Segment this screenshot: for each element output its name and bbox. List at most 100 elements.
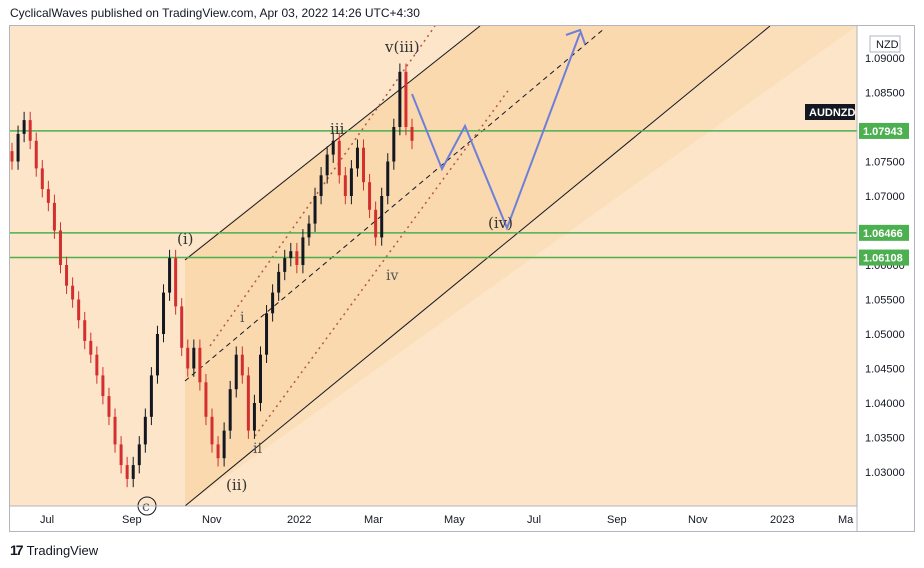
wave-label-iii: iii	[330, 120, 345, 138]
candle-body	[289, 251, 293, 259]
candle-body	[89, 340, 93, 355]
candle-body	[198, 347, 202, 383]
candle-body	[46, 189, 50, 203]
price-tick-label: 1.07500	[865, 157, 905, 169]
candle-body	[277, 271, 281, 293]
wave-label-i: i	[240, 310, 245, 326]
candle-body	[168, 258, 172, 293]
candle-body	[337, 140, 341, 176]
candle-body	[271, 292, 275, 314]
candle-body	[410, 127, 414, 141]
price-tick-label: 1.03000	[865, 467, 905, 479]
candle-body	[325, 154, 329, 176]
candle-body	[101, 375, 105, 397]
time-tick-label: Ma	[838, 514, 854, 526]
wave-label-ii: ii	[253, 441, 262, 457]
candle-body	[258, 354, 262, 403]
time-tick-label: 2023	[770, 514, 794, 526]
candle-body	[155, 334, 159, 376]
wave-label-i-paren: (i)	[177, 230, 194, 248]
candle-body	[83, 320, 87, 341]
candle-body	[52, 202, 56, 231]
channel-lower-line[interactable]	[184, 26, 771, 507]
candle-body	[143, 416, 147, 445]
candle-body	[162, 292, 166, 334]
candle-body	[119, 444, 123, 466]
time-tick-label: May	[444, 514, 465, 526]
price-tick-label: 1.08500	[865, 88, 905, 100]
candle-body	[398, 71, 402, 127]
candle-body	[34, 140, 38, 169]
chart-frame	[9, 25, 915, 532]
candle-body	[174, 258, 178, 307]
candle-body	[295, 251, 299, 265]
channel-median-line[interactable]	[184, 27, 606, 382]
price-tick-label: 1.04500	[865, 364, 905, 376]
candle-body	[137, 444, 141, 466]
time-tick-label: 2022	[287, 514, 311, 526]
candle-body	[95, 354, 99, 376]
candle-body	[386, 161, 390, 196]
currency-box	[869, 35, 901, 53]
symbol-label: AUDNZD	[809, 107, 855, 119]
candle-body	[186, 347, 190, 369]
price-tick-label: 1.07000	[865, 191, 905, 203]
time-axis[interactable]: Jul Sep Nov 2022 Mar May Jul Sep Nov 2023 Ma	[40, 514, 854, 526]
candle-body	[149, 375, 153, 417]
level-tag-label: 1.06466	[863, 228, 903, 240]
candle-body	[252, 403, 256, 431]
price-chart[interactable]: v(iii) iii (i) i ii (ii) iv (iv) c 1.090…	[10, 26, 914, 531]
candle-body	[71, 285, 75, 300]
currency-label: NZD	[876, 39, 899, 51]
candle-body	[380, 196, 384, 238]
level-tag-bg	[859, 122, 909, 139]
candle-body	[228, 389, 232, 431]
wave-label-iv-paren: (iv)	[488, 214, 513, 232]
candle-body	[180, 306, 184, 348]
time-tick-label: Nov	[202, 514, 222, 526]
candle-body	[210, 416, 214, 445]
candle-body	[28, 120, 32, 141]
candle-body	[77, 299, 81, 321]
time-tick-label: Nov	[688, 514, 708, 526]
price-tick-label: 1.09000	[865, 53, 905, 65]
dotted-trend-upper[interactable]	[209, 26, 436, 347]
level-tag-bg	[859, 249, 909, 266]
price-tick-label: 1.04000	[865, 398, 905, 410]
time-tick-label: Jul	[40, 514, 54, 526]
candle-body	[301, 237, 305, 265]
candle-body	[113, 416, 117, 445]
candle-body	[331, 140, 335, 155]
level-tag-label: 1.07943	[863, 126, 903, 138]
candle-body	[125, 465, 129, 479]
time-tick-label: Sep	[607, 514, 627, 526]
level-tag-bg	[859, 224, 909, 241]
candle-body	[374, 209, 378, 238]
candle-body	[192, 347, 196, 369]
candle-body	[307, 223, 311, 238]
publish-header: CyclicalWaves published on TradingView.c…	[10, 6, 420, 20]
candle-body	[283, 258, 287, 272]
candle-body	[313, 196, 317, 224]
candle-body	[246, 375, 250, 431]
candle-body	[392, 127, 396, 162]
price-tick-label: 1.05000	[865, 329, 905, 341]
tradingview-logo-icon: 17	[10, 542, 24, 558]
candles-series[interactable]	[10, 63, 414, 488]
footer-branding: 17 TradingView	[10, 542, 98, 558]
level-tags: 1.07943 1.06466 1.06108	[859, 122, 909, 266]
candle-body	[216, 444, 220, 459]
price-axis[interactable]: 1.090001.085001.080001.075001.070001.065…	[865, 53, 905, 479]
projection-arrowhead	[565, 28, 586, 45]
time-tick-label: Mar	[364, 514, 383, 526]
candle-body	[343, 175, 347, 196]
candle-body	[234, 354, 238, 390]
price-tick-label: 1.05500	[865, 295, 905, 307]
wave-label-v-iii: v(iii)	[384, 38, 420, 56]
candle-body	[16, 133, 20, 162]
projection-path[interactable]	[411, 32, 581, 231]
candle-body	[222, 430, 226, 459]
candle-body	[404, 71, 408, 127]
wave-label-c: c	[142, 499, 150, 515]
candle-body	[349, 168, 353, 196]
